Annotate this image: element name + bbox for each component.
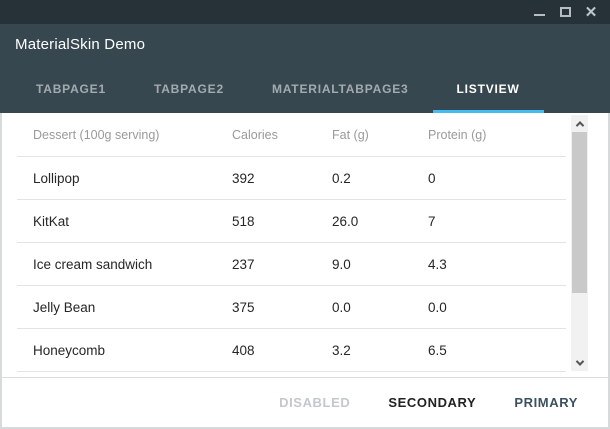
disabled-button: DISABLED — [275, 389, 354, 416]
cell-dessert: Lollipop — [33, 170, 80, 186]
tab-materialtabpage3[interactable]: MATERIALTABPAGE3 — [248, 64, 433, 113]
tab-label: MATERIALTABPAGE3 — [271, 81, 409, 96]
scroll-down-button[interactable] — [571, 354, 588, 371]
tab-label: LISTVIEW — [456, 81, 520, 96]
column-header-calories: Calories — [232, 127, 278, 142]
window-close-icon: ✕ — [584, 3, 598, 21]
window-minimize-icon — [533, 14, 545, 16]
cell-dessert: KitKat — [33, 213, 70, 229]
status-bar: ✕ — [0, 0, 610, 24]
cell-fat: 0.0 — [332, 299, 351, 315]
cell-dessert: Ice cream sandwich — [33, 256, 153, 272]
listview-header-row: Dessert (100g serving) Calories Fat (g) … — [17, 113, 566, 157]
action-bar: MaterialSkin Demo — [0, 24, 610, 64]
tab-tabpage2[interactable]: TABPAGE2 — [130, 64, 248, 113]
cell-fat: 9.0 — [332, 256, 351, 272]
chevron-up-icon — [575, 120, 584, 130]
active-tab-indicator — [432, 110, 544, 113]
cell-calories: 408 — [232, 342, 255, 358]
table-row[interactable]: Jelly Bean 375 0.0 0.0 — [17, 286, 566, 329]
cell-fat: 26.0 — [332, 213, 359, 229]
table-row[interactable]: Honeycomb 408 3.2 6.5 — [17, 329, 566, 372]
cell-protein: 0 — [428, 170, 436, 186]
tab-listview[interactable]: LISTVIEW — [432, 64, 544, 113]
maximize-button[interactable] — [552, 0, 578, 24]
footer-button-bar: DISABLED SECONDARY PRIMARY — [0, 377, 610, 429]
window-title: MaterialSkin Demo — [15, 35, 146, 53]
listview-panel: Dessert (100g serving) Calories Fat (g) … — [0, 113, 610, 377]
table-row[interactable]: Ice cream sandwich 237 9.0 4.3 — [17, 243, 566, 286]
secondary-button[interactable]: SECONDARY — [384, 389, 480, 416]
cell-protein: 0.0 — [428, 299, 447, 315]
scrollbar-thumb[interactable] — [572, 132, 587, 293]
tab-bar: TABPAGE1 TABPAGE2 MATERIALTABPAGE3 LISTV… — [0, 64, 610, 113]
vertical-scrollbar[interactable] — [571, 115, 588, 371]
cell-protein: 4.3 — [428, 256, 447, 272]
column-header-dessert: Dessert (100g serving) — [33, 127, 160, 142]
cell-protein: 6.5 — [428, 342, 447, 358]
close-button[interactable]: ✕ — [578, 0, 604, 24]
table-row[interactable]: Lollipop 392 0.2 0 — [17, 157, 566, 200]
column-header-fat: Fat (g) — [332, 127, 369, 142]
cell-dessert: Jelly Bean — [33, 299, 96, 315]
cell-calories: 392 — [232, 170, 255, 186]
minimize-button[interactable] — [526, 0, 552, 24]
column-header-protein: Protein (g) — [428, 127, 487, 142]
cell-fat: 0.2 — [332, 170, 351, 186]
table-row[interactable]: KitKat 518 26.0 7 — [17, 200, 566, 243]
cell-protein: 7 — [428, 213, 436, 229]
primary-button[interactable]: PRIMARY — [510, 389, 582, 416]
tab-label: TABPAGE2 — [153, 81, 224, 96]
tab-tabpage1[interactable]: TABPAGE1 — [12, 64, 130, 113]
cell-calories: 518 — [232, 213, 255, 229]
cell-dessert: Honeycomb — [33, 342, 106, 358]
tab-label: TABPAGE1 — [36, 81, 106, 96]
chevron-down-icon — [575, 356, 584, 366]
cell-calories: 375 — [232, 299, 255, 315]
window-maximize-icon — [559, 7, 571, 17]
scroll-up-button[interactable] — [571, 115, 588, 132]
cell-calories: 237 — [232, 256, 255, 272]
cell-fat: 3.2 — [332, 342, 351, 358]
